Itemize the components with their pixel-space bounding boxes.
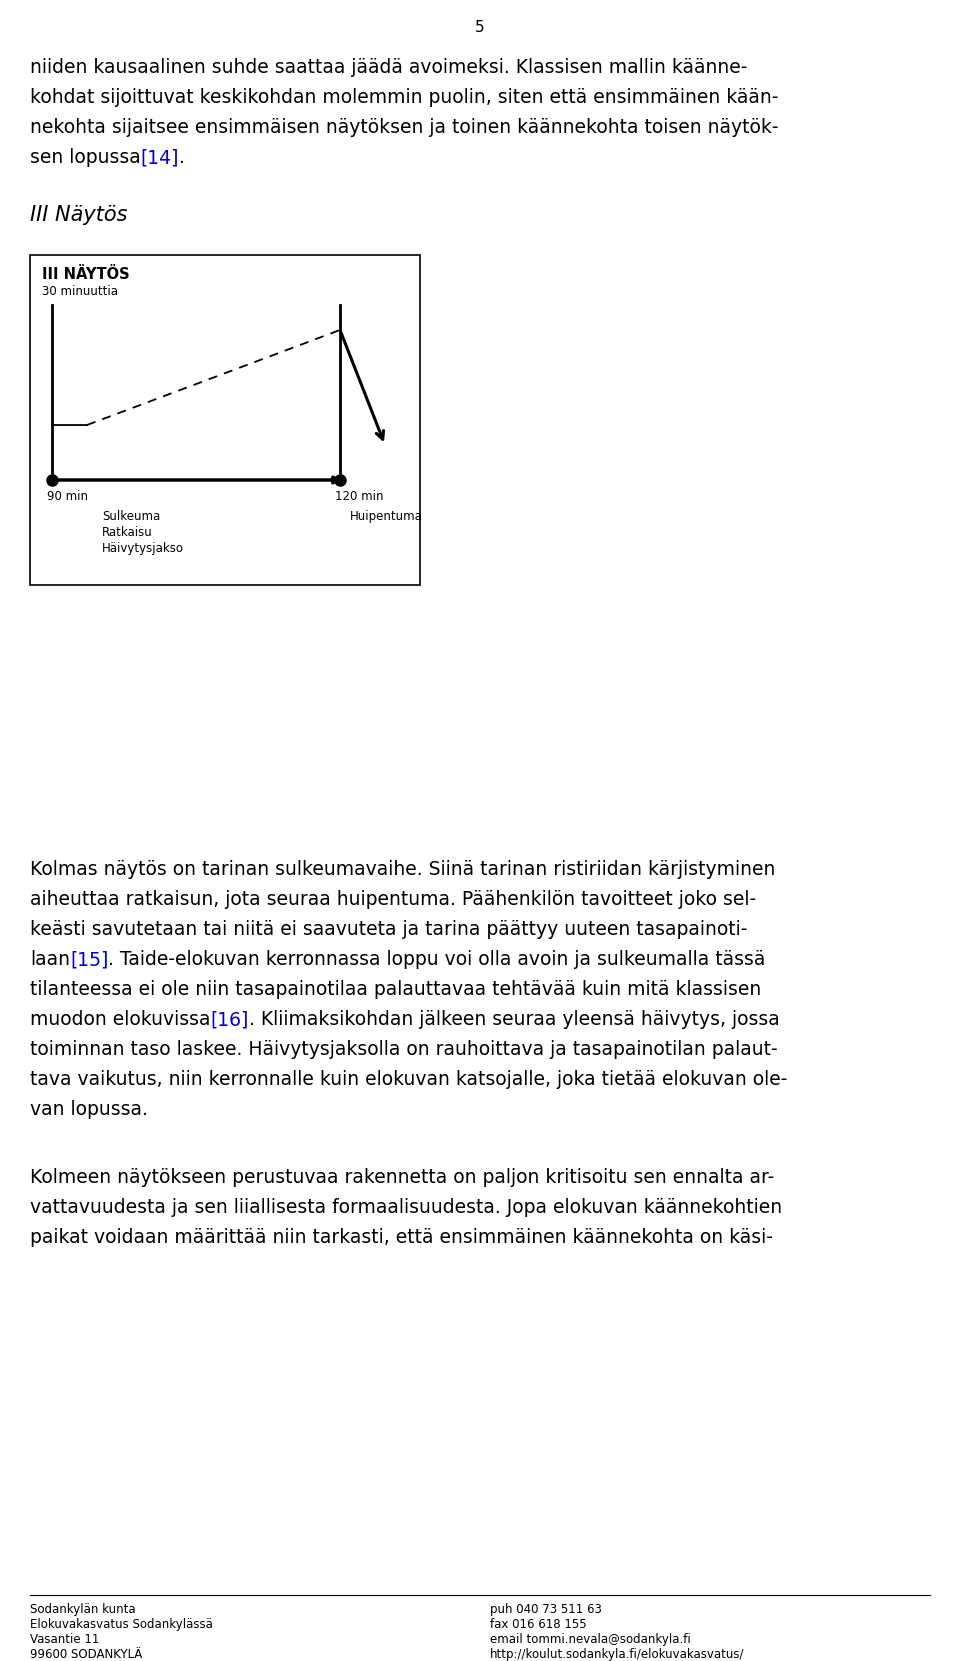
- Text: III NÄYTÖS: III NÄYTÖS: [42, 267, 130, 282]
- Text: puh 040 73 511 63: puh 040 73 511 63: [490, 1603, 602, 1616]
- Text: 5: 5: [475, 20, 485, 35]
- Text: van lopussa.: van lopussa.: [30, 1100, 148, 1120]
- Text: 99600 SODANKYLÄ: 99600 SODANKYLÄ: [30, 1648, 142, 1661]
- Text: Vasantie 11: Vasantie 11: [30, 1633, 100, 1646]
- Text: Sodankylän kunta: Sodankylän kunta: [30, 1603, 135, 1616]
- Text: Kolmas näytös on tarinan sulkeumavaihe. Siinä tarinan ristiriidan kärjistyminen: Kolmas näytös on tarinan sulkeumavaihe. …: [30, 860, 776, 879]
- Text: toiminnan taso laskee. Häivytysjaksolla on rauhoittava ja tasapainotilan palaut-: toiminnan taso laskee. Häivytysjaksolla …: [30, 1040, 778, 1060]
- Text: kohdat sijoittuvat keskikohdan molemmin puolin, siten että ensimmäinen kään-: kohdat sijoittuvat keskikohdan molemmin …: [30, 88, 779, 106]
- Text: [14]: [14]: [141, 148, 180, 168]
- Text: paikat voidaan määrittää niin tarkasti, että ensimmäinen käännekohta on käsi-: paikat voidaan määrittää niin tarkasti, …: [30, 1227, 773, 1247]
- Text: [16]: [16]: [210, 1010, 249, 1030]
- Text: Sulkeuma: Sulkeuma: [102, 510, 160, 523]
- Text: niiden kausaalinen suhde saattaa jäädä avoimeksi. Klassisen mallin käänne-: niiden kausaalinen suhde saattaa jäädä a…: [30, 58, 748, 76]
- Text: fax 016 618 155: fax 016 618 155: [490, 1618, 587, 1631]
- Text: Huipentuma: Huipentuma: [350, 510, 422, 523]
- Text: 120 min: 120 min: [335, 490, 383, 503]
- Text: muodon elokuvissa: muodon elokuvissa: [30, 1010, 210, 1030]
- Text: laan: laan: [30, 950, 70, 968]
- Text: Elokuvakasvatus Sodankylässä: Elokuvakasvatus Sodankylässä: [30, 1618, 213, 1631]
- Text: aiheuttaa ratkaisun, jota seuraa huipentuma. Päähenkilön tavoitteet joko sel-: aiheuttaa ratkaisun, jota seuraa huipent…: [30, 890, 756, 909]
- Text: nekohta sijaitsee ensimmäisen näytöksen ja toinen käännekohta toisen näytök-: nekohta sijaitsee ensimmäisen näytöksen …: [30, 118, 779, 136]
- Text: III Näytös: III Näytös: [30, 204, 128, 224]
- Text: Ratkaisu: Ratkaisu: [102, 527, 153, 540]
- Text: tilanteessa ei ole niin tasapainotilaa palauttavaa tehtävää kuin mitä klassisen: tilanteessa ei ole niin tasapainotilaa p…: [30, 980, 761, 998]
- Text: . Kliimaksikohdan jälkeen seuraa yleensä häivytys, jossa: . Kliimaksikohdan jälkeen seuraa yleensä…: [249, 1010, 780, 1030]
- Text: Häivytysjakso: Häivytysjakso: [102, 541, 184, 555]
- Text: vattavuudesta ja sen liiallisesta formaalisuudesta. Jopa elokuvan käännekohtien: vattavuudesta ja sen liiallisesta formaa…: [30, 1198, 782, 1218]
- Text: keästi savutetaan tai niitä ei saavuteta ja tarina päättyy uuteen tasapainoti-: keästi savutetaan tai niitä ei saavuteta…: [30, 920, 748, 938]
- Bar: [30, 256, 420, 585]
- Text: [15]: [15]: [70, 950, 108, 968]
- Text: 90 min: 90 min: [47, 490, 88, 503]
- Text: email tommi.nevala@sodankyla.fi: email tommi.nevala@sodankyla.fi: [490, 1633, 691, 1646]
- Text: .: .: [180, 148, 185, 168]
- Text: tava vaikutus, niin kerronnalle kuin elokuvan katsojalle, joka tietää elokuvan o: tava vaikutus, niin kerronnalle kuin elo…: [30, 1070, 787, 1090]
- Text: http://koulut.sodankyla.fi/elokuvakasvatus/: http://koulut.sodankyla.fi/elokuvakasvat…: [490, 1648, 745, 1661]
- Text: sen lopussa: sen lopussa: [30, 148, 141, 168]
- Text: Kolmeen näytökseen perustuvaa rakennetta on paljon kritisoitu sen ennalta ar-: Kolmeen näytökseen perustuvaa rakennetta…: [30, 1168, 775, 1188]
- Text: . Taide-elokuvan kerronnassa loppu voi olla avoin ja sulkeumalla tässä: . Taide-elokuvan kerronnassa loppu voi o…: [108, 950, 766, 968]
- Text: 30 minuuttia: 30 minuuttia: [42, 286, 118, 297]
